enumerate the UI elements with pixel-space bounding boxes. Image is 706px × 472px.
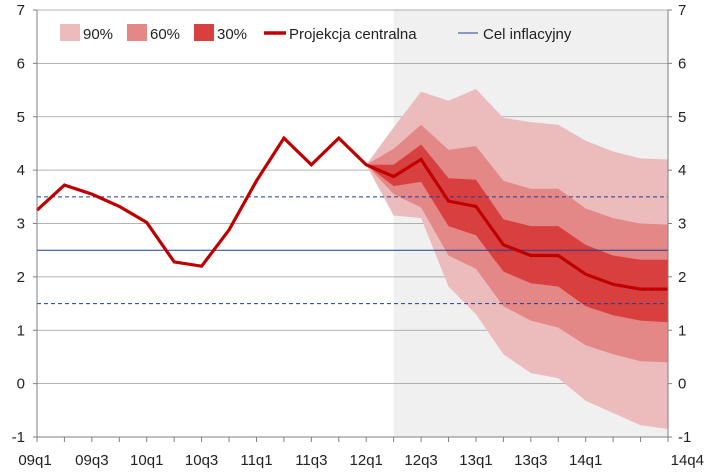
x-tick-label-12q3: 12q3 [404,452,437,469]
gridlines [37,9,668,385]
y-tick-label-right-6: 6 [678,55,686,72]
legend-label-90: 90% [83,26,113,43]
x-tick-label-09q3: 09q3 [75,452,108,469]
x-tick-label-11q1: 11q1 [240,452,272,469]
legend-label-30: 30% [217,26,247,43]
legend-label-target: Cel inflacyjny [483,26,572,43]
x-tick-label-09q1: 09q1 [18,452,51,469]
y-tick-label-left-1: 1 [17,322,25,339]
y-tick-label-right-2: 2 [678,269,686,286]
y-tick-label-left-0: 0 [17,376,25,393]
y-tick-label-left-4: 4 [17,162,25,179]
legend-swatch-30 [194,24,214,41]
x-tick-label-13q3: 13q3 [514,452,547,469]
y-tick-label-left-5: 5 [17,109,25,126]
y-tick-label-right-1: 1 [678,322,686,339]
y-tick-label-left-6: 6 [17,55,25,72]
central-projection [35,135,668,291]
x-tick-label-10q1: 10q1 [130,452,163,469]
y-tick-labels-left: -1 0 1 2 3 4 5 6 7 [12,2,25,446]
y-tick-label-left-3: 3 [17,216,25,233]
legend-swatch-60 [127,24,147,41]
legend: 90% 60% 30% Projekcja centralna Cel infl… [60,24,572,43]
x-tick-label-12q1: 12q1 [350,452,383,469]
y-tick-label-right-7: 7 [678,2,686,19]
central-projection-line [35,135,668,291]
axes [33,9,672,442]
y-tick-label-left-2: 2 [17,269,25,286]
x-tick-labels: 09q1 09q3 10q1 10q3 11q1 11q3 12q1 12q3 13q1 13q3… [18,452,704,469]
x-tick-label-11q3: 11q3 [295,452,327,469]
y-tick-labels-right: -1 0 1 2 3 4 5 6 7 [678,2,691,446]
y-tick-label-left--1: -1 [12,429,25,446]
y-tick-label-right-0: 0 [678,376,686,393]
y-tick-label-left-7: 7 [17,2,25,19]
x-tick-label-10q3: 10q3 [185,452,218,469]
y-tick-label-right--1: -1 [678,429,691,446]
inflation-target-lines [37,196,668,305]
y-tick-label-right-5: 5 [678,109,686,126]
x-tick-label-14q4: 14q4 [671,452,704,469]
legend-label-60: 60% [150,26,180,43]
x-tick-label-14q1: 14q1 [569,452,602,469]
legend-swatch-90 [60,24,80,41]
legend-label-central: Projekcja centralna [289,26,417,43]
y-tick-label-right-3: 3 [678,216,686,233]
x-tick-label-13q1: 13q1 [459,452,492,469]
y-tick-label-right-4: 4 [678,162,686,179]
